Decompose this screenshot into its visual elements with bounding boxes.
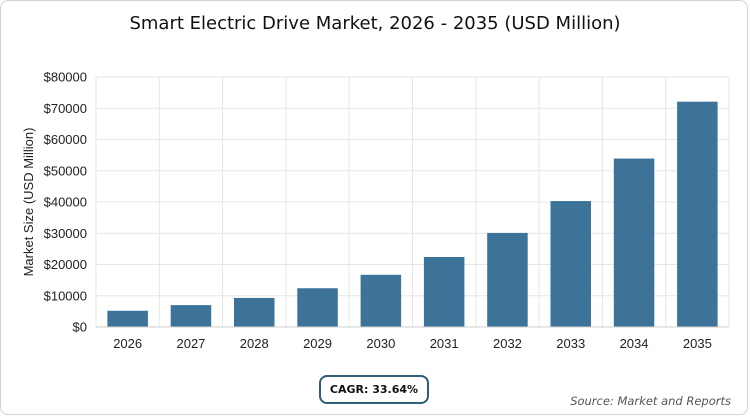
x-tick-label: 2031 <box>430 336 459 351</box>
chart-title: Smart Electric Drive Market, 2026 - 2035… <box>129 13 621 34</box>
gridlines <box>95 76 730 328</box>
bar-2030 <box>360 274 402 327</box>
x-tick-label: 2035 <box>683 336 712 351</box>
y-tick-label: $20000 <box>44 257 87 272</box>
y-tick-label: $60000 <box>44 132 87 147</box>
bar-2032 <box>487 232 528 327</box>
x-tick-label: 2027 <box>176 336 205 351</box>
y-tick-label: $70000 <box>44 101 87 116</box>
x-tick-label: 2034 <box>620 336 649 351</box>
bar-2027 <box>170 305 212 327</box>
x-tick-label: 2032 <box>493 336 522 351</box>
bars <box>107 101 718 327</box>
cagr-label: CAGR: 33.64% <box>329 383 419 396</box>
y-tick-label: $0 <box>73 320 87 335</box>
x-tick-label: 2030 <box>366 336 395 351</box>
x-axis-ticks: 2026 2027 2028 2029 2030 2031 2032 2033 2034 2035 <box>113 336 712 351</box>
bar-2033 <box>550 201 592 327</box>
bar-2035 <box>677 101 718 327</box>
x-tick-label: 2026 <box>113 336 142 351</box>
y-tick-label: $40000 <box>44 195 87 210</box>
x-tick-label: 2029 <box>303 336 332 351</box>
y-tick-label: $50000 <box>44 163 87 178</box>
bar-2031 <box>423 257 465 327</box>
y-axis-ticks: $0 $10000 $20000 $30000 $40000 $50000 $60000 $7… <box>44 70 87 335</box>
bar-2028 <box>233 297 275 327</box>
cagr-badge: CAGR: 33.64% <box>319 375 429 404</box>
source-note: Source: Market and Reports <box>570 394 731 408</box>
bar-2026 <box>107 310 148 327</box>
bar-2029 <box>297 288 338 327</box>
y-axis-label: Market Size (USD Million) <box>21 128 36 277</box>
bar-2034 <box>613 158 655 327</box>
y-tick-label: $30000 <box>44 226 87 241</box>
y-tick-label: $10000 <box>44 288 87 303</box>
x-tick-label: 2033 <box>556 336 585 351</box>
y-tick-label: $80000 <box>44 70 87 85</box>
x-tick-label: 2028 <box>240 336 269 351</box>
